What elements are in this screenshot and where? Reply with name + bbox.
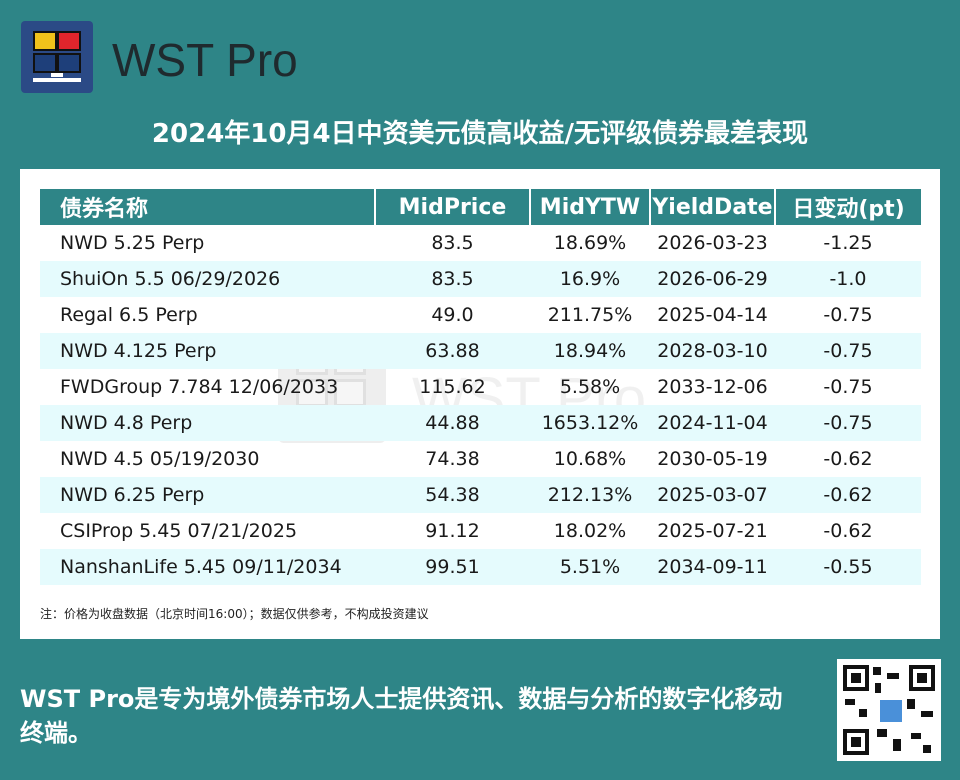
table-row: Regal 6.5 Perp 49.0 211.75% 2025-04-14 -0.75 <box>40 297 921 333</box>
cell-bond-name: NWD 4.125 Perp <box>40 333 375 369</box>
cell-daily-change: -0.75 <box>775 405 921 441</box>
cell-daily-change: -1.25 <box>823 232 873 254</box>
brand-logo-icon <box>21 21 93 93</box>
cell-daily-change: -0.75 <box>823 304 873 326</box>
table-row: NWD 4.8 Perp 44.88 1653.12% 2024-11-04 -0.75 <box>40 405 921 441</box>
header-yield-date: YieldDate <box>650 189 776 225</box>
cell-daily-change: -0.75 <box>775 333 921 369</box>
cell-daily-change: -0.62 <box>823 448 873 470</box>
footnote: 注：价格为收盘数据（北京时间16:00）；数据仅供参考，不构成投资建议 <box>40 607 429 621</box>
table-row: ShuiOn 5.5 06/29/2026 83.5 16.9% 2026-06-29… <box>40 261 921 297</box>
table-row: NWD 5.25 Perp 83.5 18.69% 2026-03-23 -1.25 <box>40 225 921 261</box>
cell-mid-price: 74.38 <box>425 448 480 470</box>
cell-mid-ytw: 1653.12% <box>530 405 650 441</box>
header-daily-change: 日变动(pt) <box>775 189 921 225</box>
cell-mid-ytw: 10.68% <box>553 448 627 470</box>
cell-yield-date: 2024-11-04 <box>650 405 775 441</box>
cell-daily-change: -0.62 <box>775 477 921 513</box>
brand-name: WST Pro <box>112 34 298 86</box>
table-row: NWD 6.25 Perp 54.38 212.13% 2025-03-07 -0.62 <box>40 477 921 513</box>
header-bond-name: 债券名称 <box>40 189 376 225</box>
cell-bond-name: NWD 5.25 Perp <box>60 232 205 254</box>
cell-bond-name: NanshanLife 5.45 09/11/2034 <box>40 549 375 585</box>
table-header-row: 债券名称 MidPrice MidYTW YieldDate 日变动(pt) <box>40 189 921 225</box>
cell-yield-date: 2030-05-19 <box>657 448 768 470</box>
cell-mid-ytw: 212.13% <box>530 477 650 513</box>
header-mid-ytw: MidYTW <box>530 189 651 225</box>
cell-daily-change: -1.0 <box>775 261 921 297</box>
cell-mid-ytw: 5.51% <box>530 549 650 585</box>
cell-mid-price: 91.12 <box>425 520 480 542</box>
cell-mid-price: 63.88 <box>375 333 530 369</box>
cell-bond-name: ShuiOn 5.5 06/29/2026 <box>40 261 375 297</box>
cell-mid-ytw: 18.94% <box>530 333 650 369</box>
header-mid-price: MidPrice <box>375 189 531 225</box>
cell-bond-name: NWD 4.5 05/19/2030 <box>60 448 260 470</box>
table-row: NWD 4.125 Perp 63.88 18.94% 2028-03-10 -0.75 <box>40 333 921 369</box>
table-panel: WST Pro 债券名称 MidPrice MidYTW YieldDate 日… <box>20 169 940 639</box>
cell-daily-change: -0.62 <box>823 520 873 542</box>
cell-mid-price: 54.38 <box>375 477 530 513</box>
cell-daily-change: -0.75 <box>823 376 873 398</box>
cell-mid-price: 83.5 <box>375 261 530 297</box>
cell-mid-ytw: 18.69% <box>553 232 627 254</box>
cell-mid-ytw: 16.9% <box>530 261 650 297</box>
page-title: 2024年10月4日中资美元债高收益/无评级债券最差表现 <box>151 119 809 149</box>
cell-yield-date: 2033-12-06 <box>657 376 768 398</box>
cell-yield-date: 2025-04-14 <box>657 304 768 326</box>
cell-bond-name: FWDGroup 7.784 12/06/2033 <box>60 376 339 398</box>
cell-bond-name: NWD 4.8 Perp <box>40 405 375 441</box>
cell-yield-date: 2026-06-29 <box>650 261 775 297</box>
table-row: FWDGroup 7.784 12/06/2033 115.62 5.58% 2033… <box>40 369 921 405</box>
cell-yield-date: 2026-03-23 <box>657 232 768 254</box>
cell-daily-change: -0.55 <box>775 549 921 585</box>
cell-mid-ytw: 18.02% <box>553 520 627 542</box>
cell-bond-name: Regal 6.5 Perp <box>60 304 198 326</box>
table-row: NanshanLife 5.45 09/11/2034 99.51 5.51% 203… <box>40 549 921 585</box>
table-row: NWD 4.5 05/19/2030 74.38 10.68% 2030-05-19 -… <box>40 441 921 477</box>
cell-mid-price: 99.51 <box>375 549 530 585</box>
cell-mid-ytw: 211.75% <box>547 304 633 326</box>
bond-table: 债券名称 MidPrice MidYTW YieldDate 日变动(pt) N… <box>40 189 921 585</box>
cell-mid-price: 44.88 <box>375 405 530 441</box>
cell-yield-date: 2025-03-07 <box>650 477 775 513</box>
cell-yield-date: 2034-09-11 <box>650 549 775 585</box>
cell-bond-name: CSIProp 5.45 07/21/2025 <box>60 520 298 542</box>
cell-mid-price: 115.62 <box>419 376 486 398</box>
cell-yield-date: 2025-07-21 <box>657 520 768 542</box>
cell-yield-date: 2028-03-10 <box>650 333 775 369</box>
qr-code-icon <box>837 659 941 761</box>
table-row: CSIProp 5.45 07/21/2025 91.12 18.02% 2025-0… <box>40 513 921 549</box>
cell-mid-ytw: 5.58% <box>559 376 621 398</box>
cell-mid-price: 83.5 <box>431 232 474 254</box>
cell-mid-price: 49.0 <box>431 304 474 326</box>
slogan: WST Pro是专为境外债券市场人士提供资讯、数据与分析的数字化移动终端。 <box>20 685 783 747</box>
cell-bond-name: NWD 6.25 Perp <box>40 477 375 513</box>
